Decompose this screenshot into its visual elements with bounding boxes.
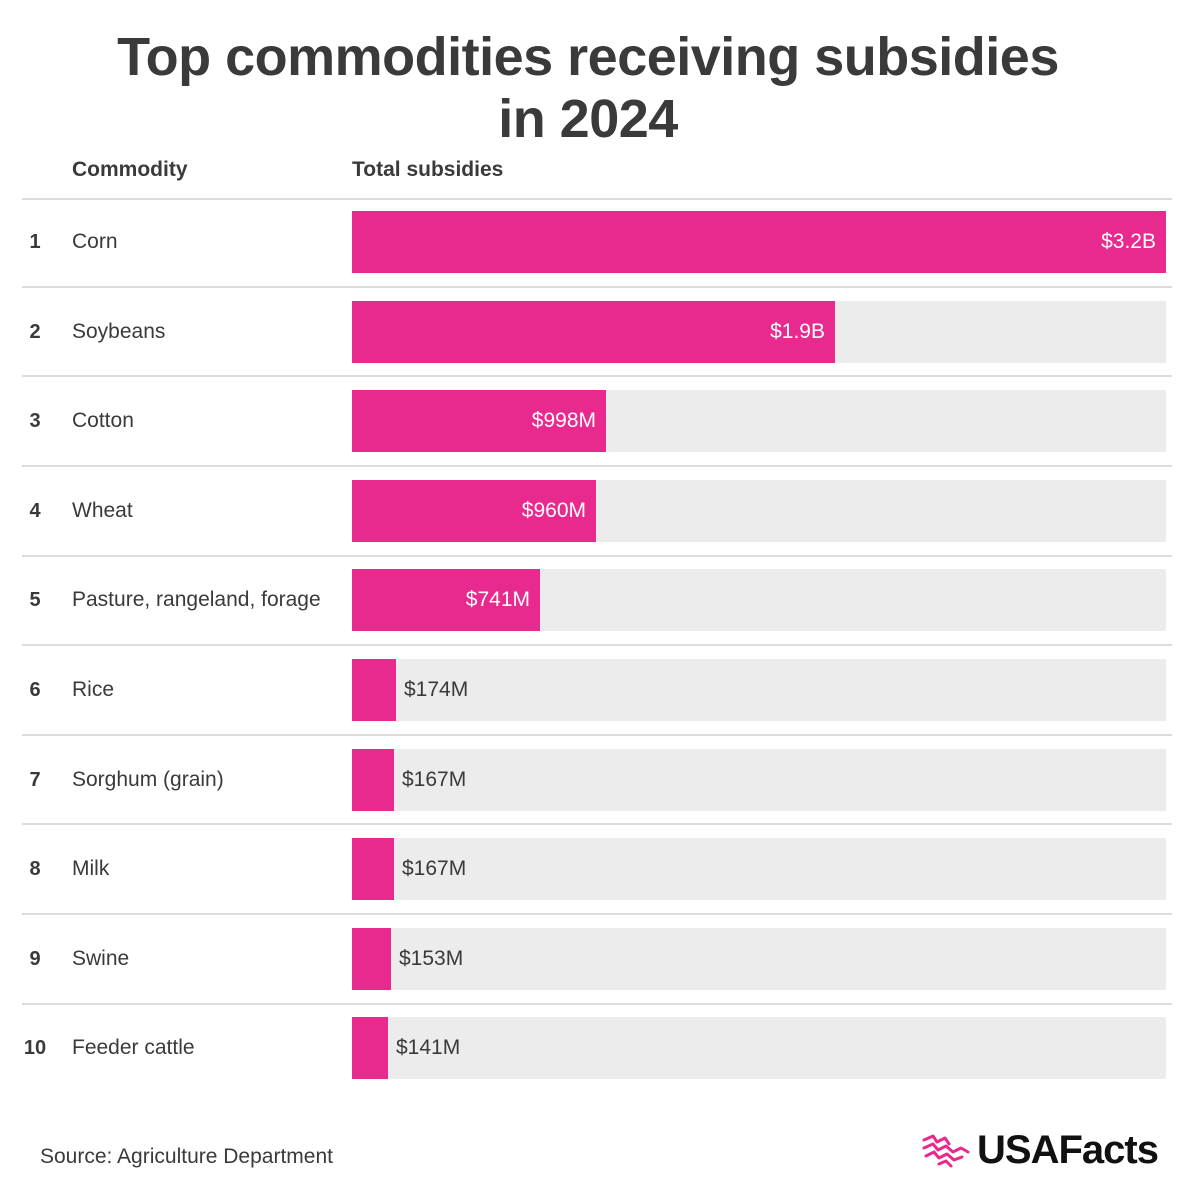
value-label: $960M	[521, 499, 586, 522]
chart-row: 4 Wheat $960M	[0, 480, 1196, 542]
bar	[352, 749, 394, 811]
bar-track: $174M	[352, 659, 1166, 721]
row-divider	[22, 644, 1172, 646]
chart-row: 5 Pasture, rangeland, forage $741M	[0, 569, 1196, 631]
value-label: $174M	[404, 678, 469, 701]
column-header-commodity: Commodity	[72, 158, 188, 181]
bar-track: $167M	[352, 749, 1166, 811]
bar-track: $998M	[352, 390, 1166, 452]
rank-label: 7	[29, 769, 41, 791]
chart-title-line-1: Top commodities receiving subsidies	[117, 27, 1059, 87]
category-label: Pasture, rangeland, forage	[72, 588, 321, 611]
rank-label: 2	[29, 321, 41, 343]
bar	[352, 838, 394, 900]
chart-row: 8 Milk $167M	[0, 838, 1196, 900]
bar	[352, 480, 596, 542]
row-divider	[22, 734, 1172, 736]
value-label: $3.2B	[1101, 230, 1156, 253]
category-label: Cotton	[72, 409, 134, 432]
bar	[352, 390, 606, 452]
bar	[352, 659, 396, 721]
usa-map-logo-icon	[922, 1134, 970, 1168]
row-divider	[22, 913, 1172, 915]
rank-label: 9	[29, 948, 41, 970]
value-label: $153M	[399, 947, 464, 970]
category-label: Corn	[72, 230, 118, 253]
category-label: Soybeans	[72, 320, 166, 343]
rank-label: 10	[23, 1037, 47, 1059]
value-label: $1.9B	[770, 320, 825, 343]
chart-title-line-2: in 2024	[498, 89, 678, 149]
category-label: Swine	[72, 947, 130, 970]
value-label: $167M	[402, 857, 467, 880]
bar-track: $3.2B	[352, 211, 1166, 273]
bar-track: $960M	[352, 480, 1166, 542]
category-label: Sorghum (grain)	[72, 768, 224, 791]
bar	[352, 301, 835, 363]
rank-label: 6	[29, 679, 41, 701]
rank-label: 4	[29, 500, 41, 522]
bar-track: $153M	[352, 928, 1166, 990]
bar	[352, 928, 391, 990]
row-divider	[22, 555, 1172, 557]
bar	[352, 569, 540, 631]
row-divider	[22, 465, 1172, 467]
chart-row: 6 Rice $174M	[0, 659, 1196, 721]
source-note: Source: Agriculture Department	[40, 1145, 333, 1168]
rank-label: 1	[29, 231, 41, 253]
category-label: Feeder cattle	[72, 1036, 195, 1059]
row-divider	[22, 1003, 1172, 1005]
column-header-total-subsidies: Total subsidies	[352, 158, 504, 181]
rank-label: 3	[29, 410, 41, 432]
category-label: Milk	[72, 857, 110, 880]
bar-track: $167M	[352, 838, 1166, 900]
bar-track: $141M	[352, 1017, 1166, 1079]
row-divider	[22, 823, 1172, 825]
header-divider	[22, 198, 1172, 200]
chart-title: Top commodities receiving subsidies in 2…	[40, 26, 1136, 150]
chart-row: 10 Feeder cattle $141M	[0, 1017, 1196, 1079]
category-label: Wheat	[72, 499, 133, 522]
bar	[352, 1017, 388, 1079]
bar-track: $1.9B	[352, 301, 1166, 363]
chart-row: 3 Cotton $998M	[0, 390, 1196, 452]
logo-wordmark: USAFacts	[977, 1128, 1159, 1172]
rank-label: 5	[29, 589, 41, 611]
bar-track: $741M	[352, 569, 1166, 631]
value-label: $741M	[465, 588, 530, 611]
category-label: Rice	[72, 678, 115, 701]
value-label: $167M	[402, 768, 467, 791]
row-divider	[22, 375, 1172, 377]
bar	[352, 211, 1166, 273]
rank-label: 8	[29, 858, 41, 880]
value-label: $141M	[396, 1036, 461, 1059]
value-label: $998M	[531, 409, 596, 432]
chart-row: 1 Corn $3.2B	[0, 211, 1196, 273]
chart-row: 7 Sorghum (grain) $167M	[0, 749, 1196, 811]
usafacts-logo: USAFacts	[921, 1128, 1159, 1172]
chart-row: 2 Soybeans $1.9B	[0, 301, 1196, 363]
chart-row: 9 Swine $153M	[0, 928, 1196, 990]
row-divider	[22, 286, 1172, 288]
